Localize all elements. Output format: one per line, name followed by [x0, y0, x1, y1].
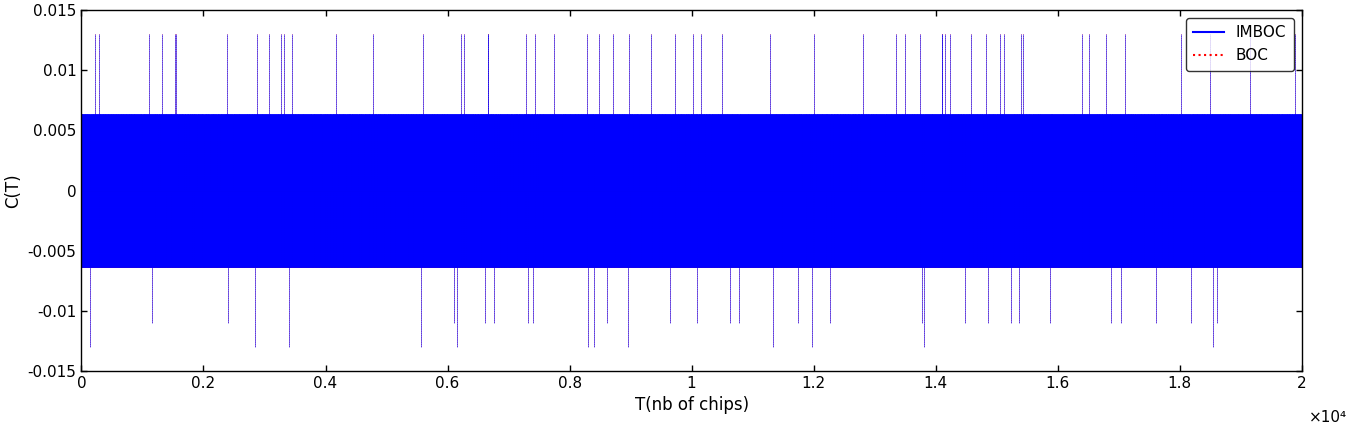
Text: ×10⁴: ×10⁴	[1309, 410, 1347, 425]
Legend: IMBOC, BOC: IMBOC, BOC	[1186, 18, 1294, 71]
Y-axis label: C(T): C(T)	[4, 173, 22, 208]
X-axis label: T(nb of chips): T(nb of chips)	[635, 396, 748, 414]
